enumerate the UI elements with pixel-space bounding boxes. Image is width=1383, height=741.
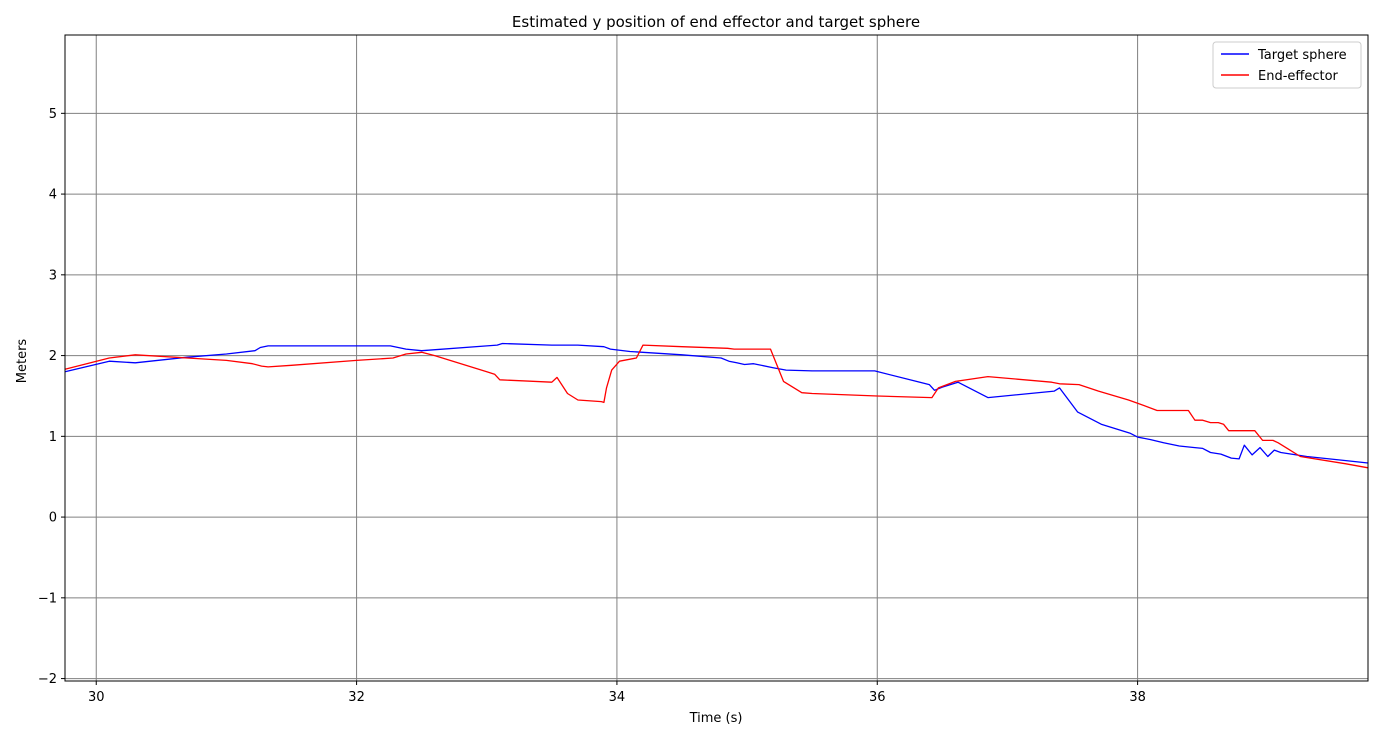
y-tick-label: 3 (49, 268, 57, 283)
grid (65, 35, 1368, 681)
legend-box (1212, 41, 1362, 89)
y-tick-label: 1 (49, 430, 57, 445)
series-line-target-sphere (64, 342, 1369, 464)
series-line-end-effector (64, 344, 1369, 469)
legend-label-end-effector: End-effector (1258, 69, 1339, 84)
y-tick-label: −2 (38, 672, 57, 687)
y-tick-label: 0 (49, 511, 57, 526)
x-tick-label: 32 (348, 690, 365, 705)
x-tick-label: 38 (1129, 690, 1146, 705)
legend-label-target-sphere: Target sphere (1257, 48, 1347, 63)
x-tick-label: 34 (609, 690, 626, 705)
y-axis-ticks: −2 −1 0 1 2 3 4 5 (38, 107, 65, 687)
series-lines (64, 342, 1369, 469)
plot-frame (64, 34, 1369, 682)
y-tick-label: 2 (49, 349, 57, 364)
x-axis-title: Time (s) (689, 711, 743, 726)
y-tick-label: 5 (49, 107, 57, 122)
x-tick-label: 36 (869, 690, 886, 705)
y-tick-label: −1 (38, 591, 57, 606)
x-tick-label: 30 (88, 690, 105, 705)
y-axis-title: Meters (15, 339, 30, 384)
x-axis-ticks: 30 32 34 36 38 (88, 681, 1146, 705)
y-tick-label: 4 (49, 188, 57, 203)
chart-title: Estimated y position of end effector and… (512, 13, 920, 31)
legend: Target sphere End-effector (1212, 41, 1362, 89)
